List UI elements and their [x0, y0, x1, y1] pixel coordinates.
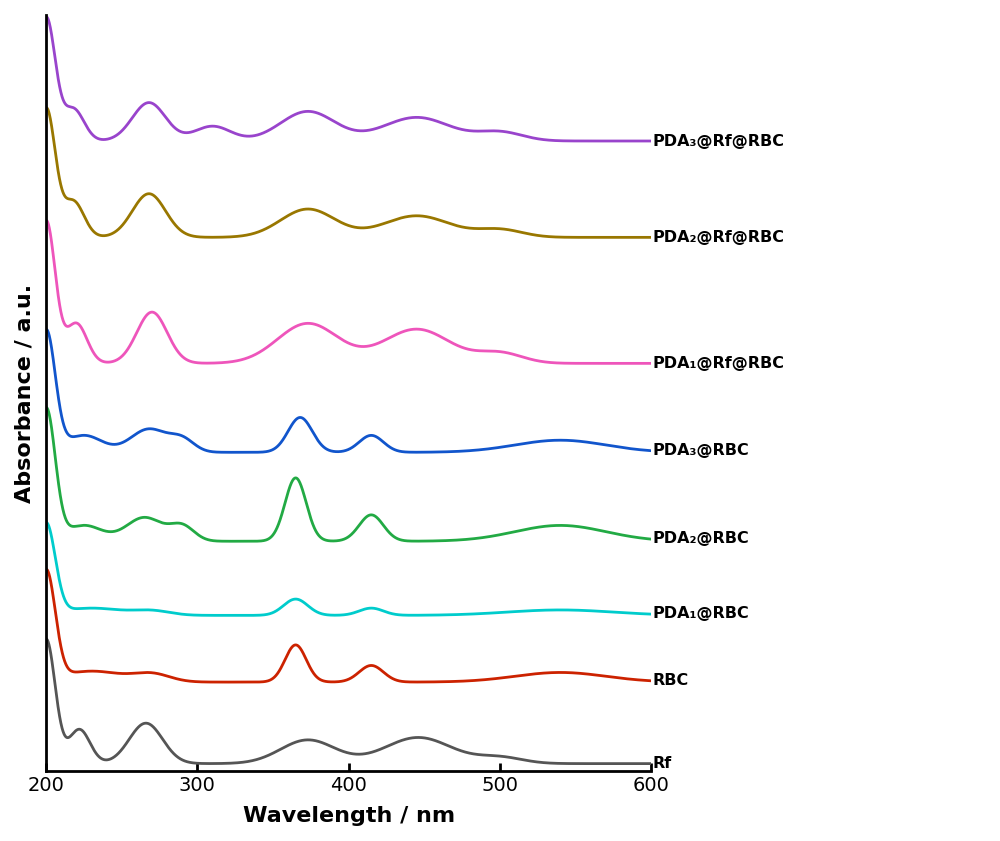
- Text: Rf: Rf: [653, 756, 672, 771]
- Text: PDA₃@RBC: PDA₃@RBC: [653, 442, 749, 458]
- Text: PDA₂@RBC: PDA₂@RBC: [653, 531, 749, 546]
- Text: PDA₁@RBC: PDA₁@RBC: [653, 606, 749, 621]
- X-axis label: Wavelength / nm: Wavelength / nm: [243, 806, 455, 826]
- Text: PDA₁@Rf@RBC: PDA₁@Rf@RBC: [653, 356, 785, 371]
- Text: RBC: RBC: [653, 673, 689, 688]
- Text: PDA₂@Rf@RBC: PDA₂@Rf@RBC: [653, 230, 785, 245]
- Y-axis label: Absorbance / a.u.: Absorbance / a.u.: [15, 283, 35, 503]
- Text: PDA₃@Rf@RBC: PDA₃@Rf@RBC: [653, 134, 785, 149]
